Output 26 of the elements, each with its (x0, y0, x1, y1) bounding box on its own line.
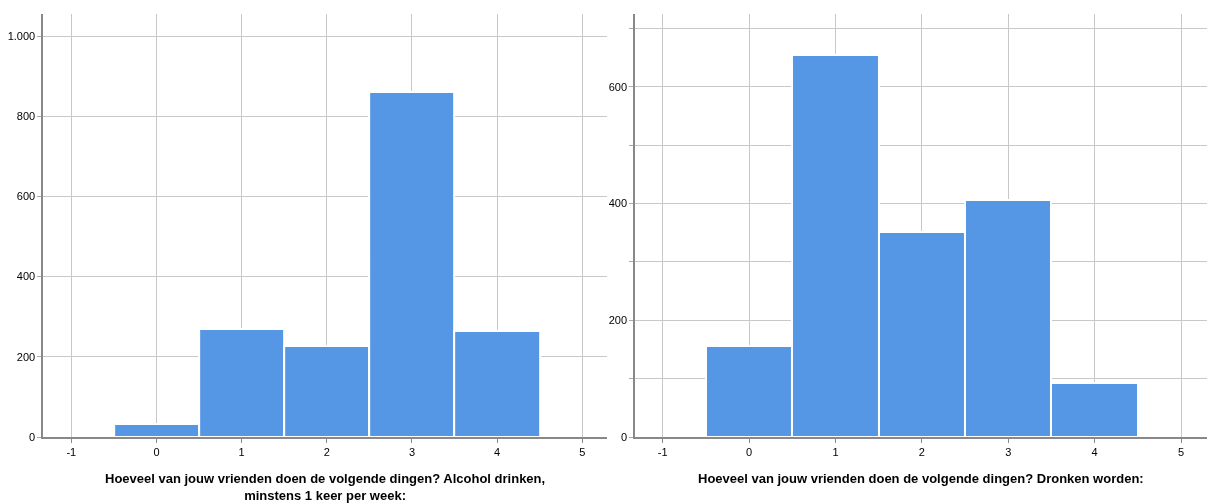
x-tick-label: 2 (918, 445, 925, 458)
x-axis-title: Hoeveel van jouw vrienden doen de volgende dingen? Alcohol drinken, minstens 1 keer per week: (105, 471, 546, 503)
x-tick-label: 3 (1005, 445, 1012, 458)
x-tick-label: -1 (657, 445, 668, 458)
x-tick-label: 0 (745, 445, 753, 458)
y-tick-label: 800 (16, 110, 36, 123)
x-tick-label: 4 (1091, 445, 1098, 458)
x-tick-label: 1 (832, 445, 839, 458)
y-tick-label: 0 (620, 430, 628, 443)
y-tick-label: 400 (16, 270, 36, 283)
x-axis-title: Hoeveel van jouw vrienden doen de volgende dingen? Dronken worden: (698, 471, 1144, 486)
x-tick-label: 0 (153, 445, 160, 458)
x-tick-label: -1 (66, 445, 77, 458)
y-tick-label: 200 (16, 350, 36, 363)
y-tick-label: 400 (608, 197, 628, 210)
y-tick-label: 600 (608, 80, 628, 93)
y-tick-label: 1.000 (7, 29, 36, 42)
x-tick-label: 3 (408, 445, 416, 458)
x-tick-label: 5 (579, 445, 586, 458)
x-tick-label: 1 (238, 445, 245, 458)
y-tick-label: 200 (608, 314, 628, 327)
y-tick-label: 600 (16, 190, 36, 203)
y-tick-label: 0 (29, 430, 36, 443)
x-tick-label: 5 (1178, 445, 1185, 458)
x-tick-label: 4 (494, 445, 501, 458)
x-tick-label: 2 (323, 445, 330, 458)
